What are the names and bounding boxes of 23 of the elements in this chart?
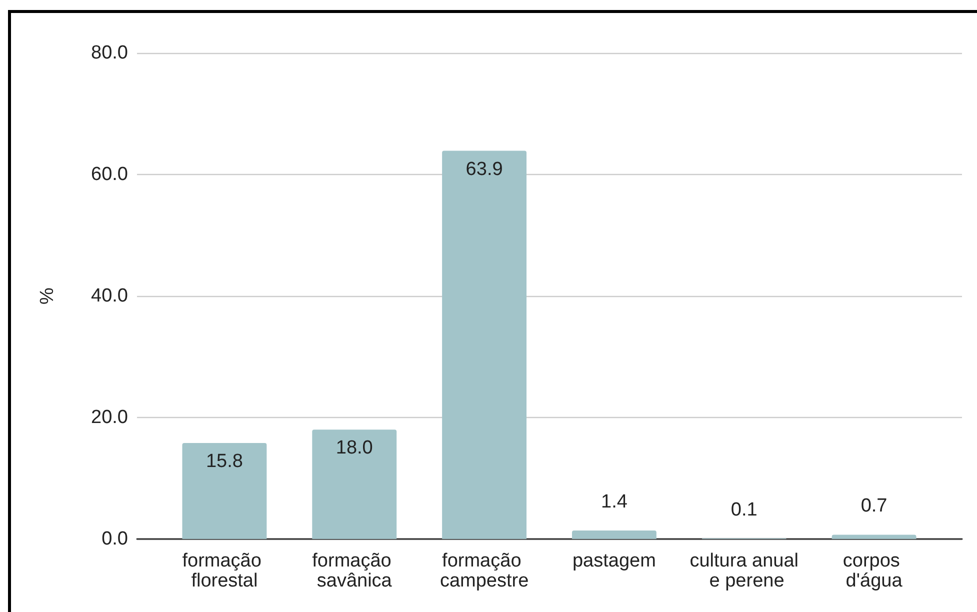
x-tick-label: formação campestre (440, 550, 529, 592)
y-axis-title: % (37, 287, 58, 304)
y-tick-label: 0.0 (102, 528, 128, 550)
x-tick-label: formação savânica (312, 550, 397, 592)
data-label: 63.9 (466, 158, 503, 180)
data-label: 0.7 (860, 496, 888, 517)
bar (832, 534, 916, 539)
data-label: 15.8 (206, 451, 243, 472)
y-tick-label: 60.0 (91, 164, 128, 185)
bar (182, 443, 267, 539)
x-tick-label: pastagem (572, 550, 656, 572)
data-label: 18.0 (336, 438, 373, 459)
bar (312, 430, 397, 539)
y-tick-label: 20.0 (91, 407, 128, 428)
x-tick-label: cultura anual e perene (690, 550, 799, 592)
bar (572, 530, 656, 539)
y-tick-label: 40.0 (91, 286, 128, 306)
x-tick-label: formação florestal (182, 550, 267, 592)
x-tick-label: corpos d'água (842, 550, 906, 592)
bar (442, 150, 527, 539)
data-label: 0.1 (730, 499, 758, 520)
data-label: 1.4 (600, 491, 628, 512)
y-tick-label: 80.0 (91, 42, 128, 64)
